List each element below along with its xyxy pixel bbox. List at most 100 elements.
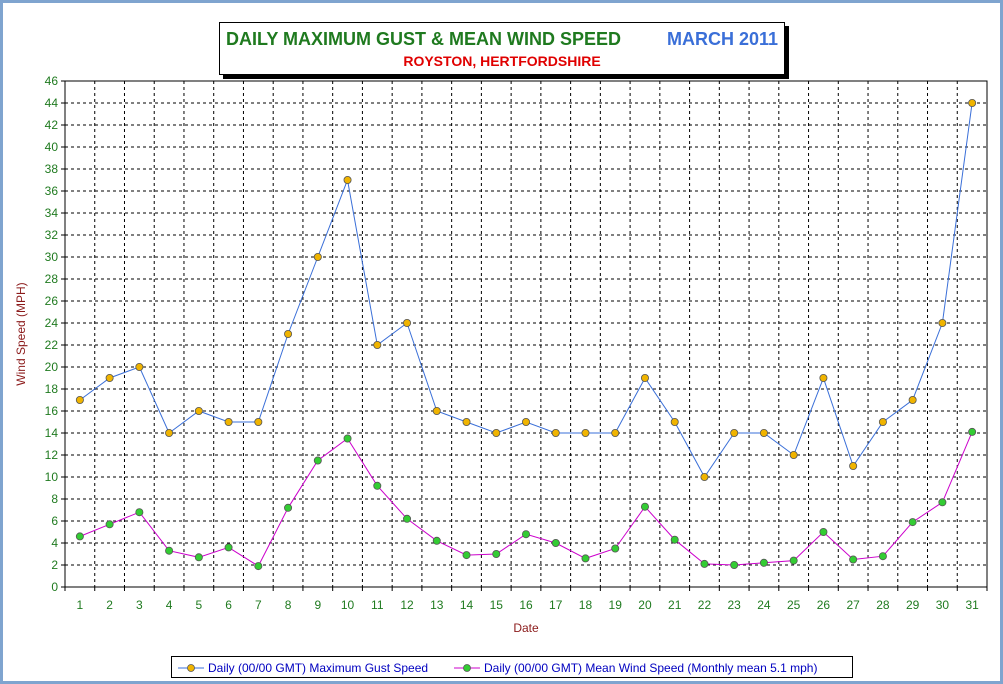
gust-data-point: [730, 428, 739, 437]
gust-data-point: [789, 450, 798, 459]
y-tick-label: 30: [45, 250, 59, 264]
gust-data-point: [462, 417, 471, 426]
mean-data-point: [492, 550, 501, 559]
gust-data-point: [105, 373, 114, 382]
x-tick-label: 19: [609, 598, 623, 612]
y-tick-label: 8: [51, 492, 58, 506]
x-tick-label: 25: [787, 598, 801, 612]
x-tick-label: 20: [638, 598, 652, 612]
x-tick-label: 27: [846, 598, 860, 612]
gust-data-point: [551, 428, 560, 437]
y-tick-label: 6: [51, 514, 58, 528]
y-tick-label: 0: [51, 580, 58, 594]
y-tick-label: 4: [51, 536, 58, 550]
x-tick-label: 12: [400, 598, 414, 612]
y-tick-label: 10: [45, 470, 59, 484]
x-tick-label: 14: [460, 598, 474, 612]
line-chart: 0246810121416182022242628303234363840424…: [14, 74, 988, 635]
mean-data-point: [462, 551, 471, 560]
mean-data-point: [194, 553, 203, 562]
x-tick-label: 7: [255, 598, 262, 612]
legend-mean-swatch: [454, 664, 480, 672]
gust-data-point: [75, 395, 84, 404]
y-tick-label: 28: [45, 272, 59, 286]
chart-subtitle: ROYSTON, HERTFORDSHIRE: [403, 53, 601, 69]
y-tick-label: 40: [45, 140, 59, 154]
y-tick-label: 2: [51, 558, 58, 572]
mean-data-point: [759, 558, 768, 567]
x-tick-label: 10: [341, 598, 355, 612]
mean-data-point: [819, 528, 828, 537]
x-tick-label: 17: [549, 598, 563, 612]
plot-area: [64, 80, 988, 588]
y-tick-label: 34: [45, 206, 59, 220]
gust-data-point: [878, 417, 887, 426]
x-tick-label: 8: [285, 598, 292, 612]
mean-data-point: [284, 503, 293, 512]
x-tick-label: 31: [965, 598, 979, 612]
x-tick-label: 26: [817, 598, 831, 612]
y-tick-label: 24: [45, 316, 59, 330]
mean-data-point: [908, 518, 917, 527]
mean-data-point: [878, 552, 887, 561]
mean-data-point: [581, 554, 590, 563]
legend-gust-swatch: [178, 664, 204, 672]
mean-data-point: [522, 530, 531, 539]
y-tick-label: 16: [45, 404, 59, 418]
gust-data-point: [670, 417, 679, 426]
mean-data-point: [670, 535, 679, 544]
y-tick-label: 38: [45, 162, 59, 176]
y-axis-title: Wind Speed (MPH): [14, 282, 28, 385]
x-tick-label: 4: [166, 598, 173, 612]
chart-title-date: MARCH 2011: [666, 29, 778, 49]
gust-data-point: [611, 428, 620, 437]
x-tick-label: 9: [314, 598, 321, 612]
mean-data-point: [343, 434, 352, 443]
mean-data-point: [105, 520, 114, 529]
gust-data-point: [313, 252, 322, 261]
gust-data-point: [224, 417, 233, 426]
gust-data-point: [284, 329, 293, 338]
mean-data-point: [373, 481, 382, 490]
grid: [65, 80, 987, 587]
x-tick-label: 21: [668, 598, 682, 612]
mean-data-point: [789, 556, 798, 565]
x-tick-label: 29: [906, 598, 920, 612]
gust-data-point: [522, 417, 531, 426]
x-tick-label: 22: [698, 598, 712, 612]
x-tick-label: 28: [876, 598, 890, 612]
y-tick-label: 18: [45, 382, 59, 396]
y-tick-label: 32: [45, 228, 59, 242]
mean-data-point: [224, 543, 233, 552]
x-tick-label: 16: [519, 598, 533, 612]
gust-data-point: [403, 318, 412, 327]
gust-data-point: [938, 318, 947, 327]
x-tick-label: 2: [106, 598, 113, 612]
mean-data-point: [432, 536, 441, 545]
y-tick-label: 36: [45, 184, 59, 198]
gust-data-point: [968, 99, 977, 108]
mean-data-point: [254, 562, 263, 571]
gust-data-point: [194, 406, 203, 415]
y-tick-label: 12: [45, 448, 59, 462]
chart-title: DAILY MAXIMUM GUST & MEAN WIND SPEED: [226, 29, 622, 49]
gust-data-point: [581, 428, 590, 437]
mean-data-point: [135, 508, 144, 517]
x-tick-label: 15: [490, 598, 504, 612]
mean-data-point: [700, 559, 709, 568]
gust-data-point: [908, 395, 917, 404]
y-tick-label: 14: [45, 426, 59, 440]
legend-gust-label: Daily (00/00 GMT) Maximum Gust Speed: [208, 661, 429, 675]
legend-mean-label: Daily (00/00 GMT) Mean Wind Speed (Month…: [484, 661, 818, 675]
mean-data-point: [730, 561, 739, 570]
x-tick-label: 30: [936, 598, 950, 612]
axes: 0246810121416182022242628303234363840424…: [45, 74, 988, 612]
y-tick-label: 42: [45, 118, 59, 132]
legend: Daily (00/00 GMT) Maximum Gust Speed Dai…: [171, 656, 853, 678]
gust-data-point: [640, 373, 649, 382]
gust-data-point: [165, 428, 174, 437]
x-tick-label: 11: [371, 598, 384, 612]
x-tick-label: 24: [757, 598, 771, 612]
mean-data-point: [313, 456, 322, 465]
x-tick-label: 5: [195, 598, 202, 612]
